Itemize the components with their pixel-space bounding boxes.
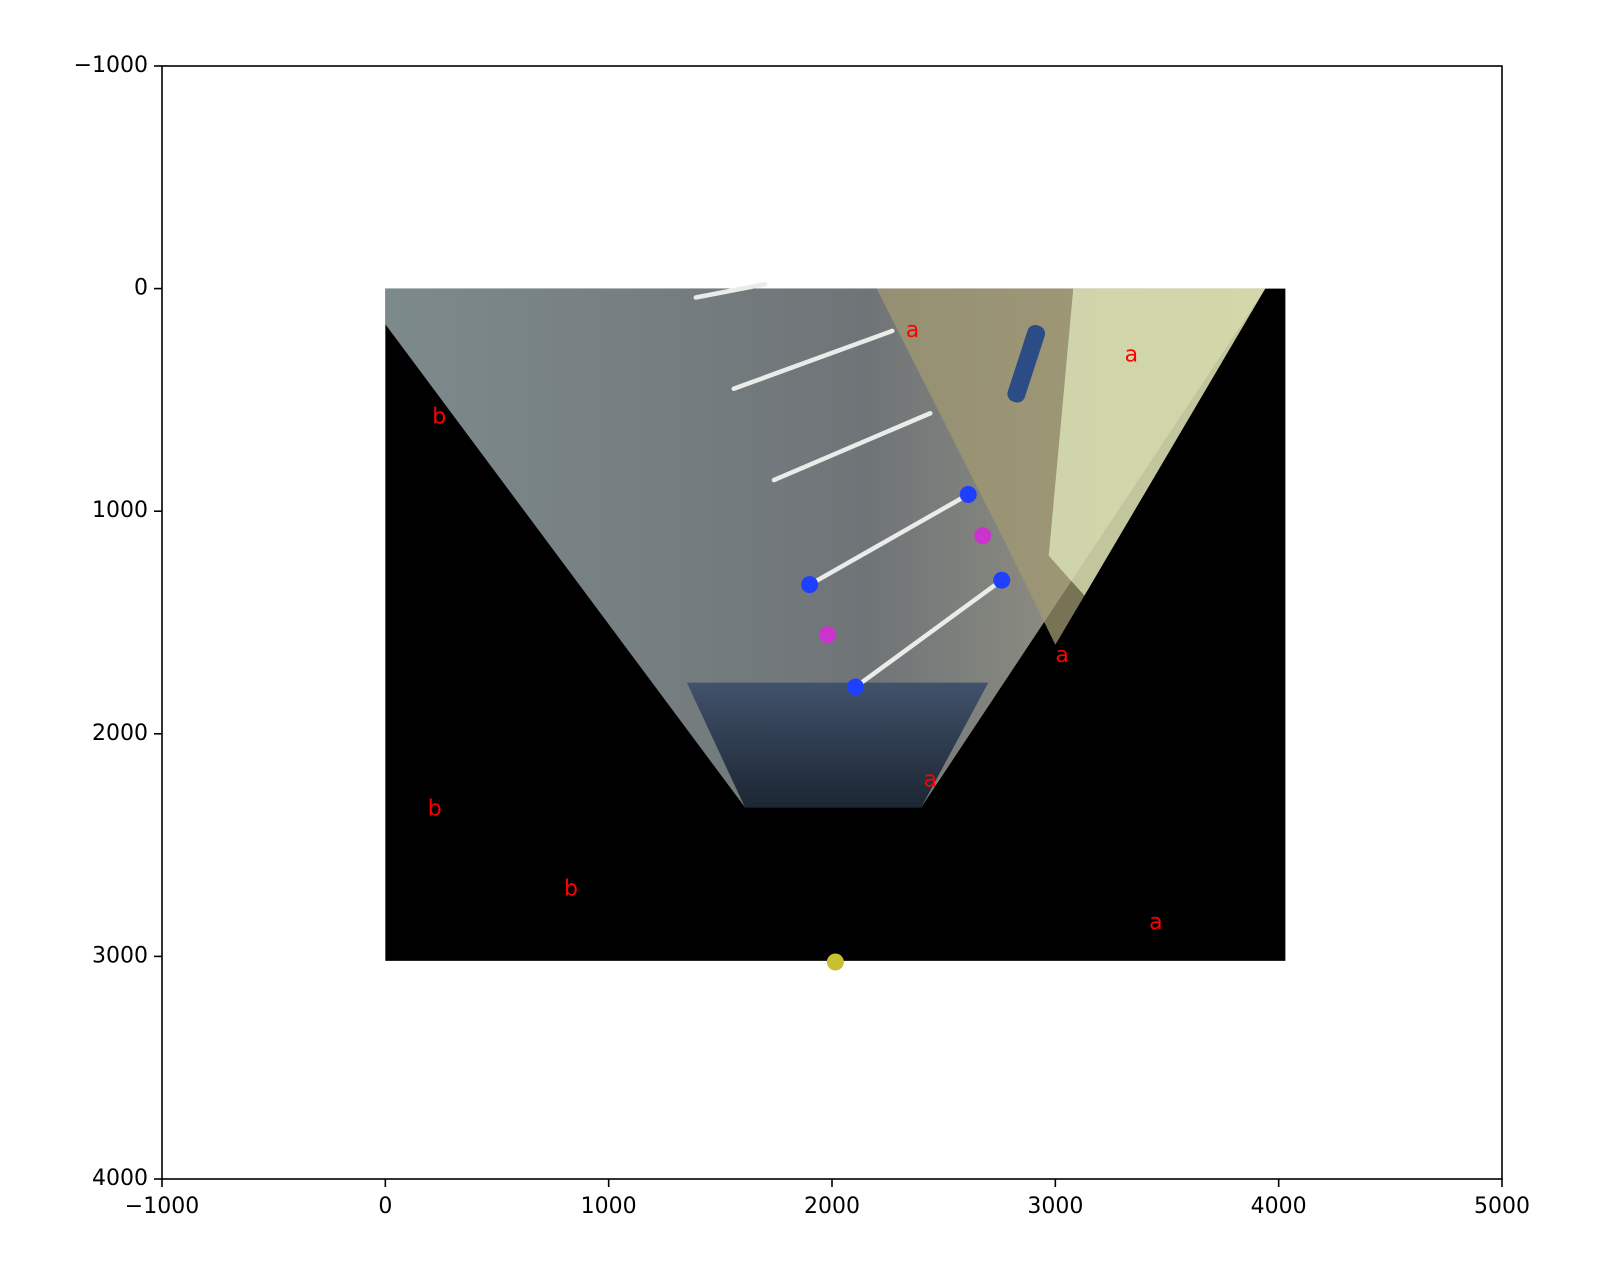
parking-line: [731, 328, 895, 392]
y-tick-label: −1000: [74, 53, 148, 78]
parking-line: [807, 492, 971, 587]
annotation-label: a: [906, 318, 919, 343]
annotation-label: a: [1125, 342, 1138, 367]
x-tick-label: 1000: [581, 1194, 637, 1219]
plot-area: a a b a a b b a: [385, 281, 1286, 971]
x-tick-label: 4000: [1251, 1194, 1307, 1219]
car-dashboard: [686, 682, 989, 808]
data-point: [819, 626, 837, 644]
annotation-label: b: [432, 405, 446, 430]
warped-photo: [385, 281, 1286, 961]
data-point: [826, 953, 844, 971]
y-axis: −1000 0 1000 2000 3000 4000: [74, 53, 162, 1191]
annotation-label: b: [428, 796, 442, 821]
y-tick-label: 3000: [92, 943, 148, 968]
data-point: [974, 527, 992, 545]
parking-line: [693, 281, 768, 300]
x-tick-label: 3000: [1027, 1194, 1083, 1219]
annotation-label: b: [564, 877, 578, 902]
annotation-label: a: [1055, 643, 1068, 668]
y-tick-label: 4000: [92, 1166, 148, 1191]
data-point: [801, 576, 819, 594]
x-tick-label: 5000: [1474, 1194, 1530, 1219]
x-axis: −1000 0 1000 2000 3000 4000 5000: [125, 1179, 1530, 1219]
curb-strip: [876, 288, 1085, 645]
annotations-layer: a a b a a b b a: [428, 318, 1163, 935]
y-tick-label: 1000: [92, 498, 148, 523]
y-tick-label: 2000: [92, 721, 148, 746]
building-wall: [1048, 288, 1266, 596]
parked-car: [1007, 325, 1046, 403]
parking-line: [771, 411, 933, 483]
annotation-label: a: [1149, 910, 1162, 935]
x-tick-label: −1000: [125, 1194, 199, 1219]
x-tick-label: 0: [378, 1194, 392, 1219]
data-point: [959, 486, 977, 504]
x-tick-label: 2000: [804, 1194, 860, 1219]
points-layer: [801, 486, 1011, 971]
annotation-label: a: [924, 768, 937, 793]
data-point: [846, 678, 864, 696]
data-point: [993, 571, 1011, 589]
y-tick-label: 0: [134, 276, 148, 301]
parking-line: [853, 577, 1004, 690]
